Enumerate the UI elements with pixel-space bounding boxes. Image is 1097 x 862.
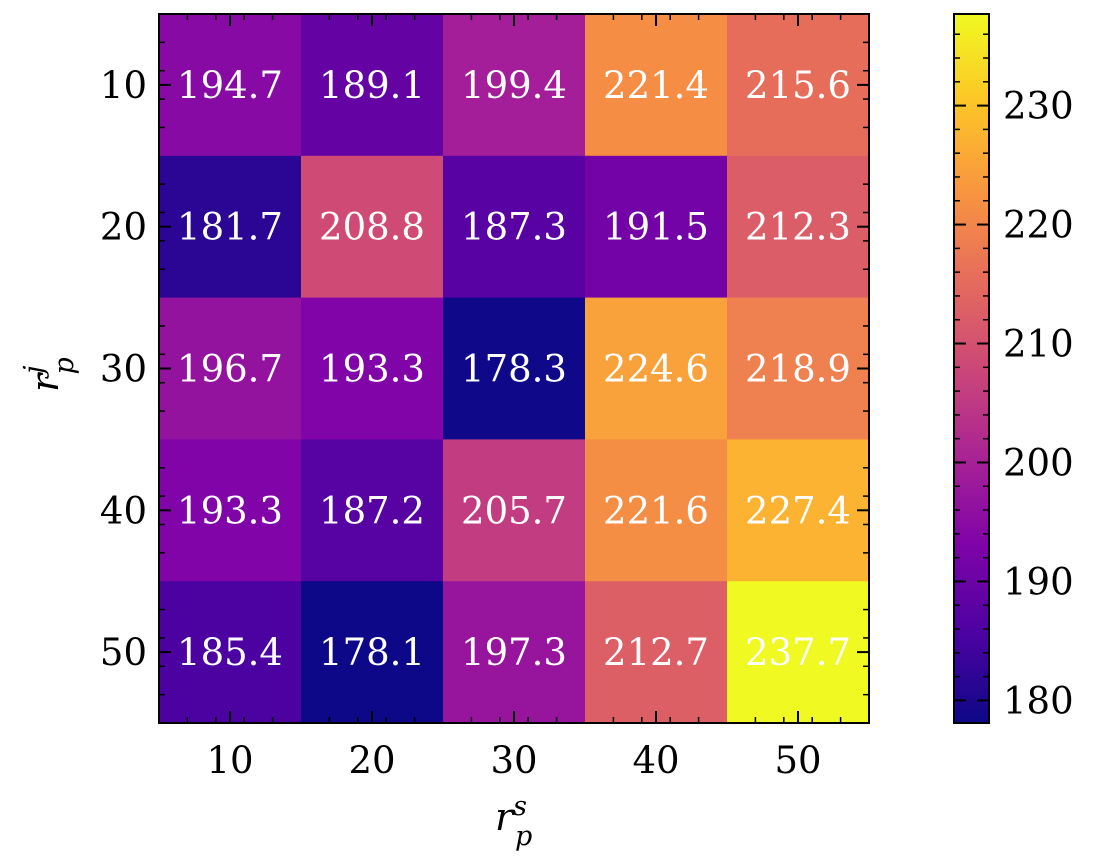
cell-value-label: 221.4 (603, 64, 709, 107)
heatmap-cell (585, 155, 728, 299)
y-tick-label: 10 (100, 64, 147, 107)
heatmap-cell (443, 155, 586, 299)
heatmap-cell (727, 439, 870, 582)
cell-value-label: 212.7 (603, 631, 709, 674)
colorbar (953, 13, 990, 724)
colorbar-tick-label: 230 (1003, 85, 1074, 128)
cell-value-label: 224.6 (603, 348, 709, 391)
x-tick-label: 30 (490, 739, 537, 782)
heatmap-cell (159, 14, 302, 157)
heatmap-cell (727, 297, 870, 440)
x-axis: 10 20 30 40 50 (186, 14, 842, 782)
y-tick-label: 30 (100, 348, 147, 391)
heatmap-cell (727, 155, 870, 299)
cell-value-label: 196.7 (177, 348, 283, 391)
cell-value-label: 185.4 (177, 631, 283, 674)
heatmap-cell (301, 14, 444, 157)
cell-value-label: 187.2 (319, 489, 425, 532)
x-tick-label: 50 (774, 739, 821, 782)
cell-value-label: 218.9 (745, 348, 851, 391)
cell-value-label: 208.8 (319, 206, 425, 249)
heatmap-cells (159, 14, 870, 724)
heatmap-cell (159, 155, 302, 299)
cell-value-label: 187.3 (461, 206, 567, 249)
cell-value-label: 181.7 (177, 206, 283, 249)
cell-value-labels: 194.7 189.1 199.4 221.4 215.6 181.7 208.8 187.3… (177, 64, 851, 674)
heatmap-cell (443, 14, 586, 157)
heatmap-cell (585, 297, 728, 440)
y-tick-label: 40 (100, 489, 147, 532)
cell-value-label: 178.1 (319, 631, 425, 674)
y-tick-label: 50 (100, 631, 147, 674)
colorbar-tick-label: 200 (1003, 441, 1074, 484)
y-tick-label: 20 (100, 206, 147, 249)
x-tick-label: 20 (348, 739, 395, 782)
heatmap-cell (301, 439, 444, 582)
heatmap-cell (301, 297, 444, 440)
heatmap-cell (443, 297, 586, 440)
heatmap-cell (159, 297, 302, 440)
cell-value-label: 221.6 (603, 489, 709, 532)
heatmap-cell (443, 581, 586, 724)
cell-value-label: 237.7 (745, 631, 851, 674)
heatmap-cell (585, 439, 728, 582)
heatmap-cell (585, 581, 728, 724)
cell-value-label: 178.3 (461, 348, 567, 391)
x-tick-label: 40 (632, 739, 679, 782)
cell-value-label: 193.3 (177, 489, 283, 532)
cell-value-label: 193.3 (319, 348, 425, 391)
colorbar-tick-label: 190 (1003, 560, 1074, 603)
heatmap-cell (159, 581, 302, 724)
colorbar-tick-label: 210 (1003, 323, 1074, 366)
cell-value-label: 212.3 (745, 206, 851, 249)
cell-value-label: 205.7 (461, 489, 567, 532)
cell-value-label: 189.1 (319, 64, 425, 107)
heatmap-cell (159, 439, 302, 582)
x-axis-label: rs p (495, 791, 532, 852)
cell-value-label: 191.5 (603, 206, 709, 249)
colorbar-axis: 180 190 200 210 220 230 (954, 33, 1074, 722)
colorbar-tick-label: 220 (1003, 204, 1074, 247)
heatmap-cell (727, 14, 870, 157)
colorbar-tick-label: 180 (1003, 679, 1074, 722)
heatmap-cell (727, 581, 870, 724)
heatmap-cell (585, 14, 728, 157)
cell-value-label: 227.4 (745, 489, 851, 532)
cell-value-label: 197.3 (461, 631, 567, 674)
heatmap-cell (301, 155, 444, 299)
x-tick-label: 10 (206, 739, 253, 782)
heatmap-cell (301, 581, 444, 724)
y-axis-label: rjp (19, 357, 80, 392)
cell-value-label: 199.4 (461, 64, 567, 107)
cell-value-label: 194.7 (177, 64, 283, 107)
y-axis: 10 20 30 40 50 (100, 41, 869, 696)
heatmap-cell (443, 439, 586, 582)
cell-value-label: 215.6 (745, 64, 851, 107)
